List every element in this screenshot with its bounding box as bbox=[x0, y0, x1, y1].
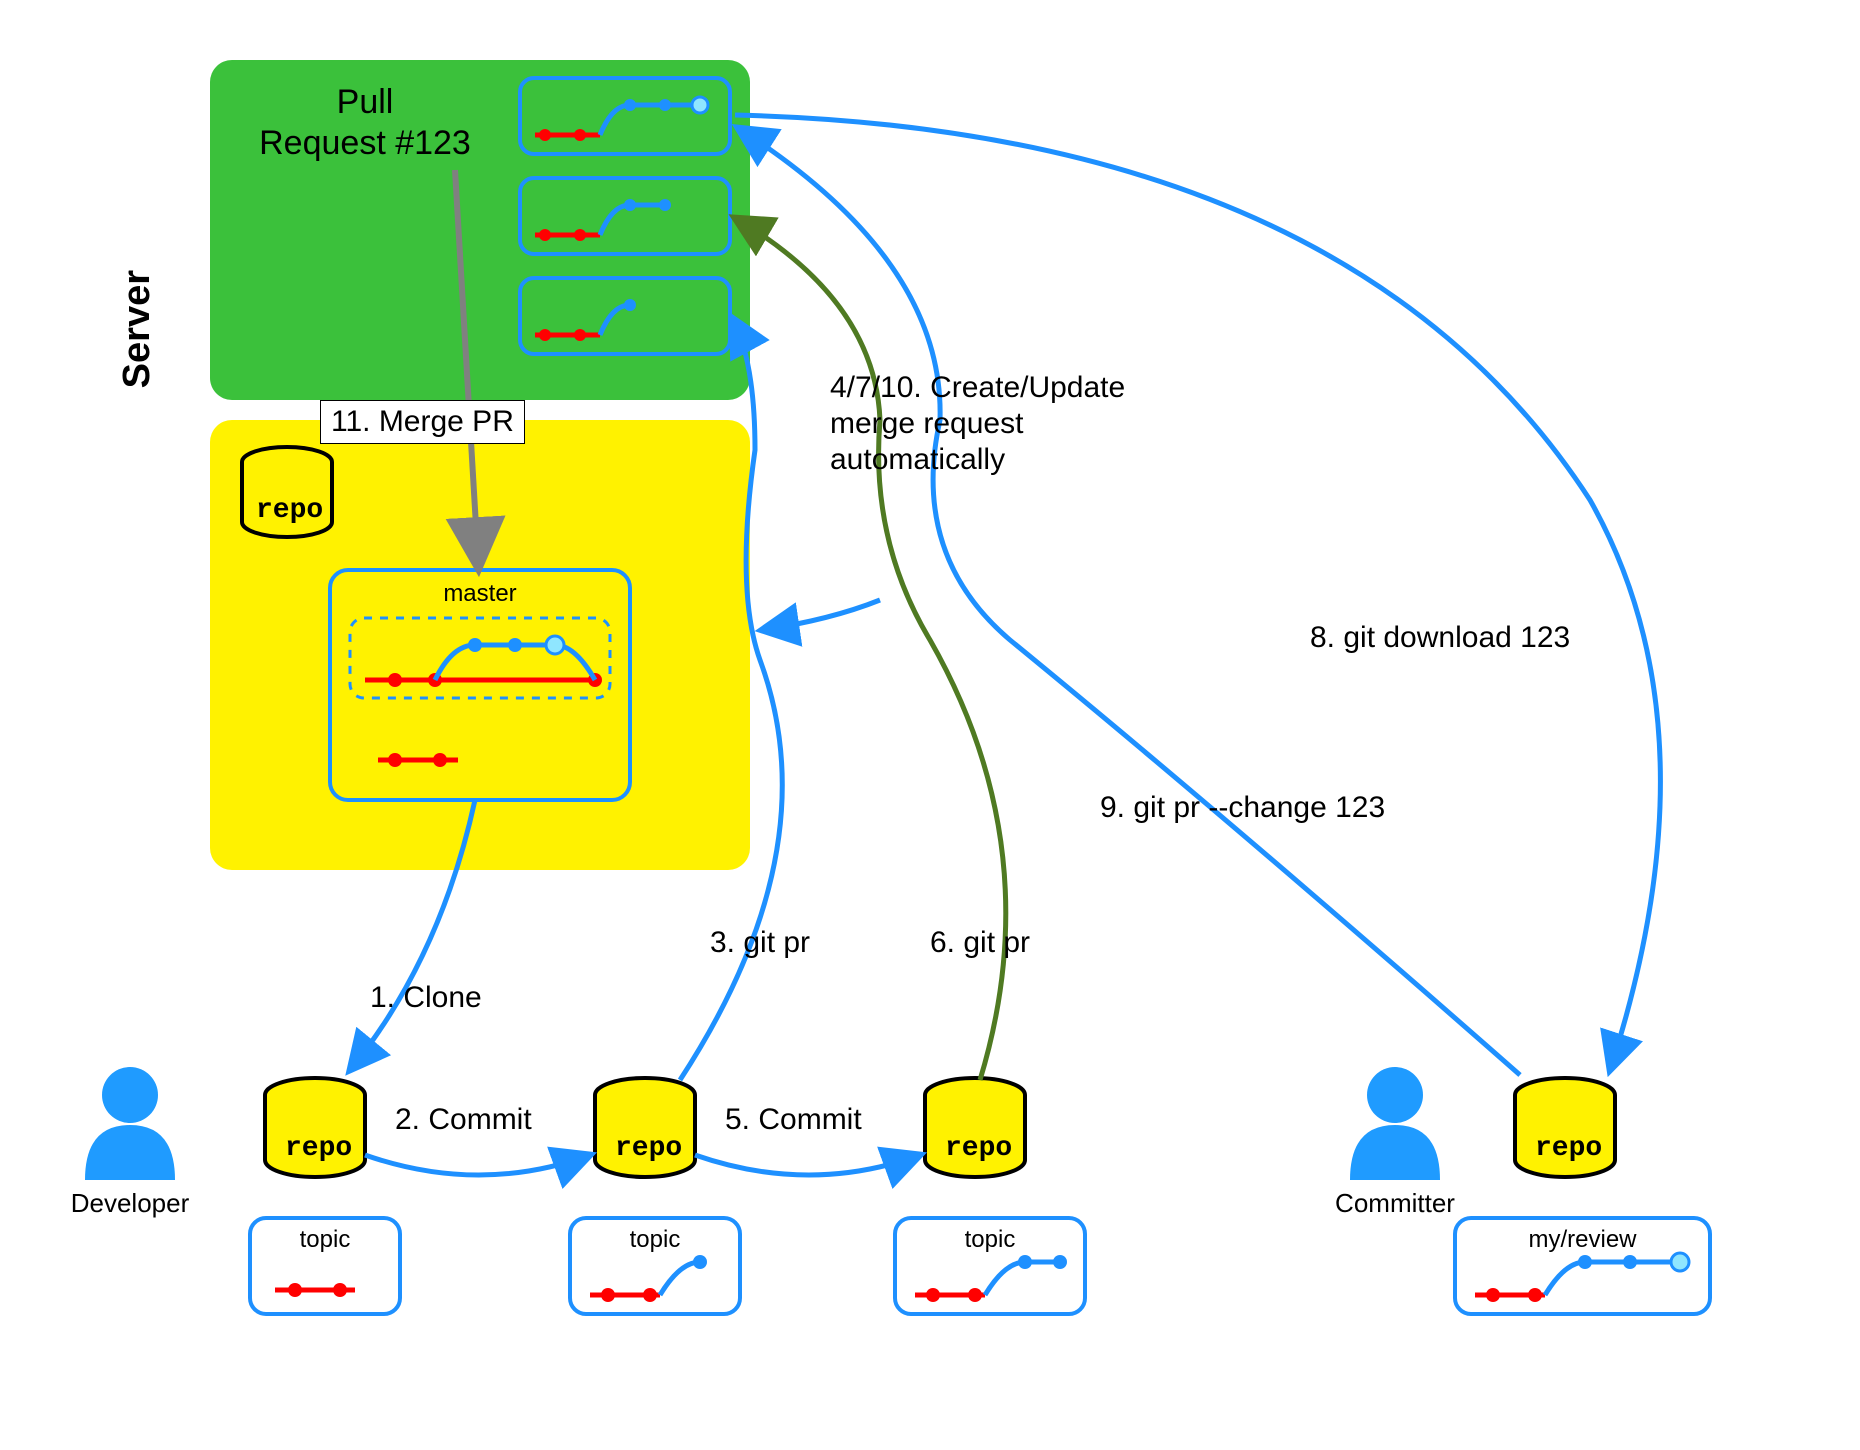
step-2-label: 2. Commit bbox=[395, 1102, 532, 1138]
step-4710-l2: merge request bbox=[830, 407, 1023, 440]
repo-2-label: repo bbox=[615, 1132, 682, 1166]
step-5-label: 5. Commit bbox=[725, 1102, 862, 1138]
topic-3-label: topic bbox=[895, 1226, 1085, 1255]
server-repo-label: repo bbox=[256, 494, 323, 528]
committer-icon bbox=[1350, 1067, 1440, 1180]
step-9-label: 9. git pr --change 123 bbox=[1100, 790, 1385, 826]
arrow-commit-2 bbox=[365, 1155, 590, 1175]
step-11-label: 11. Merge PR bbox=[320, 400, 525, 444]
arrow-pr-change-9 bbox=[738, 128, 1520, 1075]
step-1-label: 1. Clone bbox=[370, 980, 482, 1016]
topic-2-label: topic bbox=[570, 1226, 740, 1255]
developer-label: Developer bbox=[55, 1188, 205, 1219]
step-8-label: 8. git download 123 bbox=[1310, 620, 1570, 656]
pr-title-line1: Pull bbox=[337, 83, 394, 121]
review-branch-label: my/review bbox=[1455, 1226, 1710, 1255]
arrow-download-8 bbox=[735, 115, 1660, 1070]
pr-title: Pull Request #123 bbox=[235, 82, 495, 164]
repo-4-label: repo bbox=[1535, 1132, 1602, 1166]
topic-1-label: topic bbox=[250, 1226, 400, 1255]
arrow-auto-mr bbox=[762, 600, 880, 630]
pr-title-line2: Request #123 bbox=[259, 124, 471, 162]
committer-label: Committer bbox=[1320, 1188, 1470, 1219]
step-4710-label: 4/7/10. Create/Update merge request auto… bbox=[830, 370, 1125, 478]
repo-1-label: repo bbox=[285, 1132, 352, 1166]
step-4710-l1: 4/7/10. Create/Update bbox=[830, 371, 1125, 404]
repo-3-label: repo bbox=[945, 1132, 1012, 1166]
step-4710-l3: automatically bbox=[830, 443, 1005, 476]
developer-icon bbox=[85, 1067, 175, 1180]
master-label: master bbox=[330, 580, 630, 609]
step-3-label: 3. git pr bbox=[710, 925, 810, 961]
server-label: Server bbox=[115, 270, 161, 388]
step-6-label: 6. git pr bbox=[930, 925, 1030, 961]
arrow-commit-5 bbox=[695, 1155, 920, 1175]
